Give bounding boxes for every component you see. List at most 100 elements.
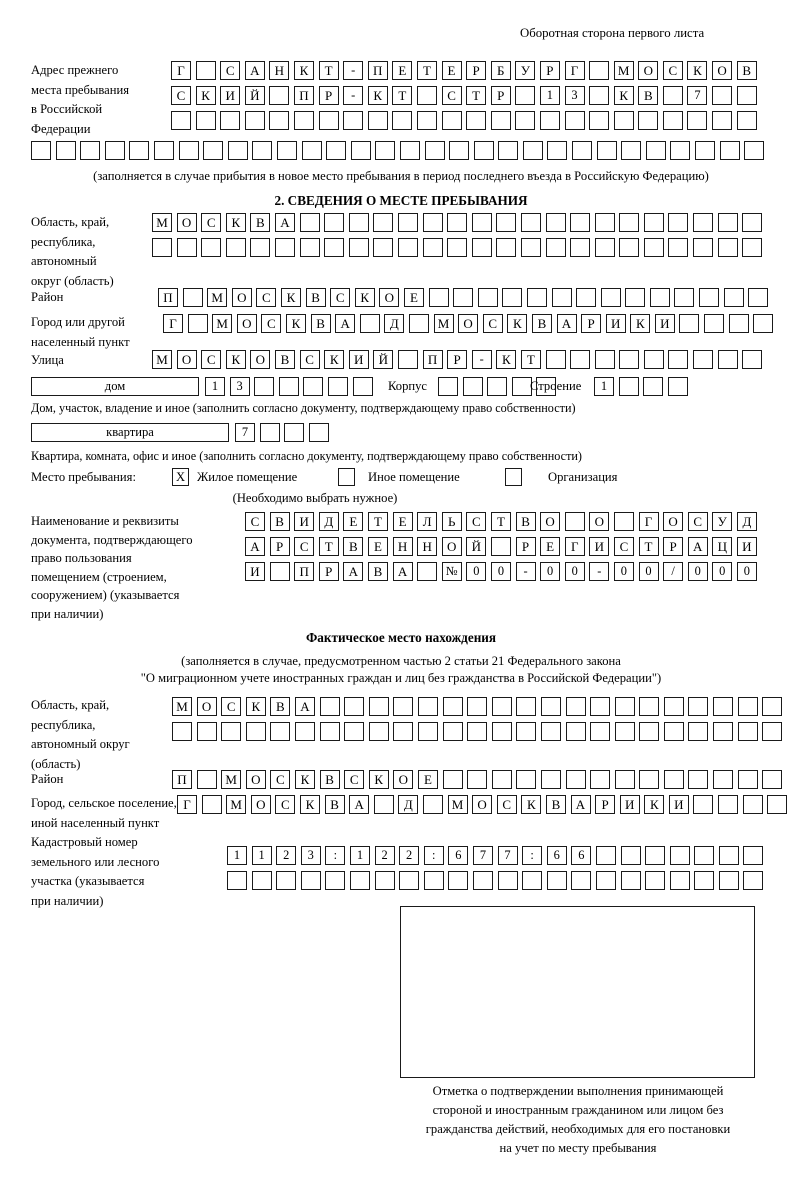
doc-r1-cell-2[interactable]: В	[269, 512, 290, 531]
cadastral-r2-cell-2[interactable]	[251, 871, 272, 890]
actual-city-cell-15[interactable]: К	[521, 795, 542, 814]
actual-region-r2-cell-15[interactable]	[516, 722, 537, 741]
doc-r2-cell-15[interactable]: И	[589, 537, 610, 556]
actual-city-cell-24[interactable]	[742, 795, 763, 814]
cadastral-r1-cell-2[interactable]: 1	[251, 846, 272, 865]
doc-r3-cell-21[interactable]: 0	[736, 562, 757, 581]
actual-region-r1-cell-6[interactable]: А	[294, 697, 315, 716]
street-cell-17[interactable]	[545, 350, 566, 369]
prev-address-r3-cell-3[interactable]	[220, 111, 241, 130]
region-r1-cell-6[interactable]: А	[274, 213, 295, 232]
region-r1-cell-10[interactable]	[373, 213, 394, 232]
district-cell-6[interactable]: К	[280, 288, 301, 307]
cadastral-r2-cell-15[interactable]	[571, 871, 592, 890]
prev-address-r4-cell-10[interactable]	[252, 141, 273, 160]
house-cell-4[interactable]	[278, 377, 299, 396]
region-r2-cell-1[interactable]	[152, 238, 172, 257]
prev-address-r4-cell-8[interactable]	[203, 141, 224, 160]
city-cell-10[interactable]: Д	[384, 314, 405, 333]
actual-region-r2-cell-11[interactable]	[417, 722, 438, 741]
cadastral-r2-cell-19[interactable]	[669, 871, 690, 890]
actual-district-cell-16[interactable]	[540, 770, 561, 789]
korpus-cell-4[interactable]	[511, 377, 532, 396]
region-r2-cell-15[interactable]	[496, 238, 517, 257]
prev-address-r4-cell-15[interactable]	[375, 141, 396, 160]
actual-city-cell-19[interactable]: И	[619, 795, 640, 814]
doc-r1-cell-7[interactable]: Е	[392, 512, 413, 531]
doc-r3-cell-13[interactable]: 0	[540, 562, 561, 581]
actual-region-r2-cell-24[interactable]	[737, 722, 758, 741]
actual-region-r2-cell-2[interactable]	[196, 722, 217, 741]
prev-address-r1-cell-10[interactable]: Е	[392, 61, 413, 80]
stroenie-cell-3[interactable]	[643, 377, 664, 396]
street-cell-1[interactable]: М	[152, 350, 172, 369]
region-r2-cell-10[interactable]	[373, 238, 394, 257]
cadastral-r1-cell-5[interactable]: :	[325, 846, 346, 865]
actual-region-r2-cell-14[interactable]	[491, 722, 512, 741]
flat-cell-4[interactable]	[308, 423, 329, 442]
doc-r3-cell-8[interactable]	[417, 562, 438, 581]
street-cell-15[interactable]: К	[496, 350, 517, 369]
doc-r1-cell-1[interactable]: С	[245, 512, 265, 531]
city-cell-19[interactable]: И	[605, 314, 626, 333]
doc-r1-cell-16[interactable]	[613, 512, 634, 531]
actual-region-r2-cell-20[interactable]	[639, 722, 660, 741]
cadastral-r2-cell-20[interactable]	[694, 871, 715, 890]
cadastral-r1-cell-6[interactable]: 1	[349, 846, 370, 865]
region-r1-cell-11[interactable]	[397, 213, 418, 232]
doc-r2-cell-2[interactable]: Р	[269, 537, 290, 556]
actual-district-cell-9[interactable]: К	[368, 770, 389, 789]
cadastral-r2-cell-17[interactable]	[620, 871, 641, 890]
stroenie-cell-4[interactable]	[667, 377, 688, 396]
cadastral-r1-cell-7[interactable]: 2	[374, 846, 395, 865]
actual-region-r1-cell-8[interactable]	[344, 697, 365, 716]
actual-region-r2-cell-13[interactable]	[467, 722, 488, 741]
actual-district-cell-20[interactable]	[639, 770, 660, 789]
prev-address-r3-cell-12[interactable]	[441, 111, 462, 130]
prev-address-r2-cell-7[interactable]: Р	[318, 86, 339, 105]
prev-address-row-4[interactable]	[31, 141, 765, 160]
prev-address-r4-cell-29[interactable]	[719, 141, 740, 160]
actual-district-cell-7[interactable]: В	[319, 770, 340, 789]
actual-region-r1-cell-19[interactable]	[614, 697, 635, 716]
cadastral-r1-cell-16[interactable]	[595, 846, 616, 865]
actual-city-cell-4[interactable]: О	[250, 795, 271, 814]
cadastral-r1-cell-13[interactable]: :	[522, 846, 543, 865]
prev-address-r3-cell-1[interactable]	[171, 111, 191, 130]
prev-address-r4-cell-23[interactable]	[572, 141, 593, 160]
prev-address-r4-cell-6[interactable]	[153, 141, 174, 160]
actual-region-r1-cell-10[interactable]	[393, 697, 414, 716]
actual-region-r2-cell-6[interactable]	[294, 722, 315, 741]
prev-address-r2-cell-17[interactable]: 3	[564, 86, 585, 105]
prev-address-r1-cell-18[interactable]	[589, 61, 610, 80]
prev-address-r2-cell-4[interactable]: Й	[244, 86, 265, 105]
actual-city-cell-12[interactable]: М	[447, 795, 468, 814]
doc-r3-cell-5[interactable]: А	[343, 562, 364, 581]
doc-r3-cell-16[interactable]: 0	[613, 562, 634, 581]
prev-address-r1-cell-19[interactable]: М	[613, 61, 634, 80]
prev-address-r4-cell-11[interactable]	[276, 141, 297, 160]
district-cell-14[interactable]	[477, 288, 498, 307]
region-r2-cell-24[interactable]	[717, 238, 738, 257]
district-cell-11[interactable]: Е	[403, 288, 424, 307]
prev-address-r2-cell-9[interactable]: К	[367, 86, 388, 105]
prev-address-r2-cell-5[interactable]	[269, 86, 290, 105]
region-r1-cell-5[interactable]: В	[250, 213, 271, 232]
region-r1-cell-1[interactable]: М	[152, 213, 172, 232]
actual-region-r1-cell-5[interactable]: В	[270, 697, 291, 716]
city-cell-7[interactable]: В	[310, 314, 331, 333]
actual-region-r1-cell-22[interactable]	[688, 697, 709, 716]
actual-city-cell-8[interactable]: А	[349, 795, 370, 814]
actual-region-r2-cell-7[interactable]	[319, 722, 340, 741]
prev-address-r1-cell-24[interactable]: В	[736, 61, 757, 80]
region-r1-cell-25[interactable]	[742, 213, 763, 232]
region-r1-cell-16[interactable]	[520, 213, 541, 232]
actual-district-cell-8[interactable]: С	[344, 770, 365, 789]
cadastral-r2-cell-9[interactable]	[423, 871, 444, 890]
region-r1-cell-4[interactable]: К	[225, 213, 246, 232]
prev-address-r4-cell-4[interactable]	[104, 141, 125, 160]
